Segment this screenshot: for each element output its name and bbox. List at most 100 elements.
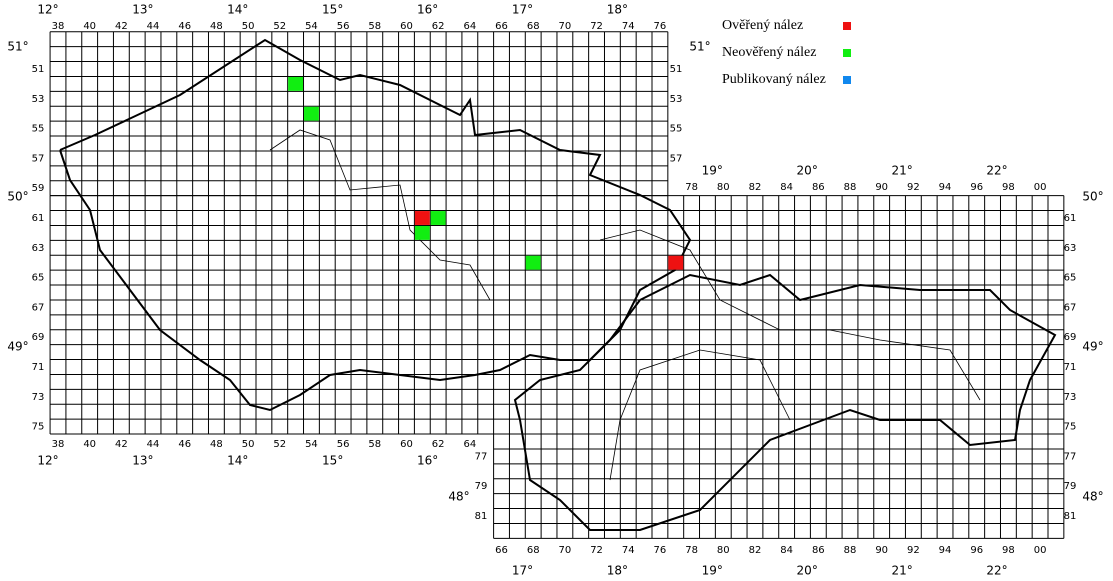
column-label: 40 [83, 21, 96, 32]
latitude-label: 49° [1082, 340, 1103, 354]
latitude-label: 49° [7, 340, 28, 354]
column-label: 80 [717, 545, 730, 556]
column-label: 56 [337, 439, 350, 450]
row-label: 63 [32, 243, 45, 254]
row-label: 53 [670, 94, 683, 105]
column-label: 92 [907, 182, 920, 193]
finding-square [668, 255, 684, 270]
latitude-label: 50° [1082, 190, 1103, 204]
longitude-label: 20° [797, 164, 818, 178]
column-label: 60 [400, 21, 413, 32]
column-label: 90 [875, 545, 888, 556]
finding-square [430, 211, 446, 225]
longitude-label: 19° [702, 564, 723, 578]
column-label: 94 [939, 182, 952, 193]
column-label: 74 [622, 545, 635, 556]
longitude-label: 22° [986, 564, 1007, 578]
row-label: 51 [32, 64, 45, 75]
column-label: 92 [907, 545, 920, 556]
longitude-label: 20° [797, 564, 818, 578]
river [269, 129, 491, 301]
column-label: 86 [812, 182, 825, 193]
longitude-label: 12° [37, 454, 58, 468]
row-label: 73 [1064, 392, 1077, 403]
column-label: 96 [970, 545, 983, 556]
column-label: 48 [210, 21, 223, 32]
column-label: 54 [305, 439, 318, 450]
column-label: 50 [242, 439, 255, 450]
row-label: 81 [475, 511, 488, 522]
row-label: 55 [670, 124, 683, 135]
column-label: 60 [400, 439, 413, 450]
column-label: 00 [1034, 182, 1047, 193]
row-label: 73 [32, 392, 45, 403]
column-label: 68 [527, 21, 540, 32]
column-label: 62 [432, 21, 445, 32]
column-label: 54 [305, 21, 318, 32]
column-label: 78 [685, 182, 698, 193]
column-label: 68 [527, 545, 540, 556]
column-label: 56 [337, 21, 350, 32]
row-label: 61 [32, 213, 45, 224]
column-label: 78 [685, 545, 698, 556]
column-label: 72 [590, 21, 603, 32]
column-label: 76 [654, 545, 667, 556]
column-label: 80 [717, 182, 730, 193]
row-label: 63 [1064, 243, 1077, 254]
row-label: 75 [32, 422, 45, 433]
column-label: 40 [83, 439, 96, 450]
column-label: 58 [368, 21, 381, 32]
legend-swatch [843, 49, 851, 57]
column-label: 66 [495, 545, 508, 556]
row-label: 53 [32, 94, 45, 105]
column-label: 50 [242, 21, 255, 32]
row-label: 79 [475, 481, 488, 492]
longitude-label: 16° [417, 3, 438, 17]
longitude-label: 14° [227, 454, 248, 468]
row-label: 79 [1064, 481, 1077, 492]
row-label: 69 [32, 332, 45, 343]
legend-box [736, 66, 856, 88]
longitude-label: 17° [512, 564, 533, 578]
row-label: 61 [1064, 213, 1077, 224]
column-label: 94 [939, 545, 952, 556]
column-label: 48 [210, 439, 223, 450]
column-label: 64 [463, 21, 476, 32]
longitude-label: 21° [891, 564, 912, 578]
finding-square [414, 225, 430, 240]
legend-label: Neověřený nález [722, 45, 816, 60]
finding-square [304, 106, 319, 121]
longitude-label: 14° [227, 3, 248, 17]
row-label: 65 [32, 273, 45, 284]
column-label: 52 [273, 439, 286, 450]
longitude-label: 13° [132, 454, 153, 468]
column-label: 84 [780, 182, 793, 193]
column-label: 46 [178, 21, 191, 32]
row-label: 67 [32, 302, 45, 313]
column-label: 42 [115, 439, 128, 450]
column-label: 88 [844, 545, 857, 556]
longitude-label: 18° [607, 564, 628, 578]
longitude-label: 21° [891, 164, 912, 178]
column-label: 46 [178, 439, 191, 450]
column-label: 90 [875, 182, 888, 193]
legend-swatch [843, 76, 851, 84]
column-label: 82 [749, 545, 762, 556]
longitude-label: 16° [417, 454, 438, 468]
column-label: 64 [463, 439, 476, 450]
longitude-label: 15° [322, 3, 343, 17]
latitude-label: 48° [448, 490, 469, 504]
finding-square [525, 255, 541, 270]
latitude-label: 48° [1082, 490, 1103, 504]
column-label: 42 [115, 21, 128, 32]
column-label: 82 [749, 182, 762, 193]
legend-swatch [843, 22, 851, 30]
longitude-label: 22° [986, 164, 1007, 178]
column-label: 98 [1002, 545, 1015, 556]
latitude-label: 51° [7, 40, 28, 54]
row-label: 57 [32, 153, 45, 164]
column-label: 76 [654, 21, 667, 32]
column-label: 84 [780, 545, 793, 556]
row-label: 59 [32, 183, 45, 194]
